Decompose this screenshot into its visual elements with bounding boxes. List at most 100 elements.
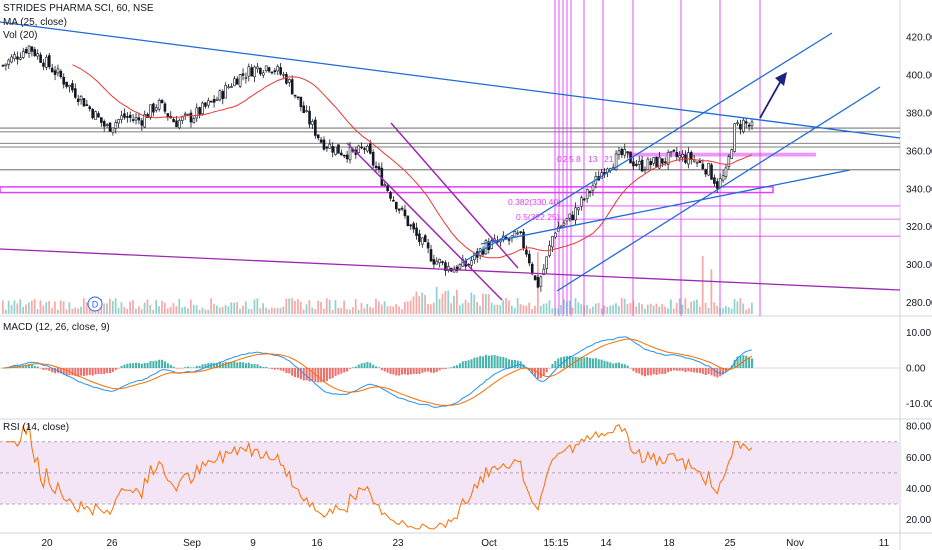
- macd-histogram-bar: [195, 365, 198, 368]
- candle-body: [727, 156, 731, 167]
- volume-bar: [644, 308, 646, 314]
- macd-histogram-bar: [632, 368, 635, 372]
- macd-histogram-bar: [476, 357, 479, 368]
- volume-legend[interactable]: Vol (20): [3, 30, 38, 41]
- volume-bar: [713, 302, 716, 314]
- volume-bar: [68, 302, 71, 314]
- candle-body: [224, 85, 227, 99]
- candle-body: [27, 45, 31, 54]
- candle-body: [163, 103, 167, 112]
- macd-histogram-bar: [25, 365, 28, 368]
- volume-bar: [242, 305, 244, 314]
- volume-bar: [586, 304, 588, 314]
- candle-body: [377, 166, 381, 170]
- volume-bar: [707, 307, 710, 314]
- volume-bar: [623, 298, 626, 314]
- macd-histogram-bar: [39, 368, 42, 369]
- volume-bar: [545, 303, 548, 314]
- macd-histogram-bar: [62, 368, 65, 375]
- candle-body: [308, 110, 311, 125]
- volume-bar: [661, 304, 664, 314]
- volume-bar: [722, 308, 724, 314]
- macd-histogram-bar: [617, 362, 620, 368]
- candle-body: [59, 70, 63, 78]
- volume-bar: [675, 302, 678, 314]
- macd-legend[interactable]: MACD (12, 26, close, 9): [3, 322, 110, 333]
- macd-histogram-bar: [265, 367, 268, 368]
- candle-body: [400, 207, 404, 210]
- volume-bar: [253, 299, 256, 314]
- macd-histogram-bar: [317, 368, 320, 383]
- candle-body: [582, 198, 586, 201]
- volume-bar: [363, 308, 366, 314]
- macd-histogram-bar: [727, 368, 730, 369]
- candle-body: [293, 94, 297, 97]
- volume-bar: [412, 296, 415, 314]
- volume-bar: [250, 309, 253, 314]
- macd-histogram-bar: [609, 362, 612, 368]
- macd-histogram-bar: [693, 368, 696, 373]
- macd-histogram-bar: [323, 368, 326, 383]
- price-tick-label: 380.00: [906, 108, 932, 119]
- candle-body: [157, 100, 161, 110]
- candle-body: [689, 152, 693, 160]
- volume-bar: [617, 306, 620, 314]
- candle-body: [614, 153, 618, 170]
- candle-body: [715, 181, 719, 189]
- macd-histogram-bar: [106, 368, 109, 374]
- volume-bar: [366, 304, 369, 314]
- time-tick-label: 23: [392, 538, 404, 549]
- candle-body: [577, 207, 580, 211]
- macd-histogram-bar: [424, 368, 427, 372]
- candle-body: [713, 177, 716, 184]
- candle-body: [30, 46, 34, 52]
- volume-bar: [82, 298, 85, 314]
- volume-bar: [42, 305, 45, 314]
- symbol-title[interactable]: STRIDES PHARMA SCI, 60, NSE: [3, 3, 154, 14]
- volume-bar: [30, 300, 33, 314]
- price-tick-label: 320.00: [906, 222, 932, 233]
- candle-body: [701, 163, 705, 170]
- candle-body: [626, 151, 629, 154]
- candle-body: [591, 185, 595, 191]
- cycle-label: 2: [563, 154, 568, 164]
- volume-bar: [696, 299, 698, 314]
- candle-body: [585, 189, 589, 199]
- volume-bar: [456, 289, 458, 314]
- macd-histogram-bar: [65, 368, 68, 376]
- moving-average: [72, 64, 753, 259]
- macd-histogram-bar: [707, 368, 710, 374]
- macd-pane: [0, 336, 900, 408]
- volume-bar: [172, 303, 175, 314]
- macd-histogram-bar: [745, 355, 748, 368]
- volume-bar: [311, 307, 314, 314]
- volume-bar: [354, 299, 357, 314]
- candle-body: [267, 67, 271, 72]
- macd-histogram-bar: [325, 368, 328, 382]
- volume-bar: [80, 306, 82, 314]
- macd-histogram-bar: [551, 363, 554, 368]
- macd-histogram-bar: [696, 368, 699, 373]
- macd-histogram-bar: [444, 368, 447, 370]
- cycle-label: 8: [576, 154, 581, 164]
- volume-bar: [109, 298, 111, 314]
- macd-histogram-bar: [591, 358, 594, 368]
- volume-bar: [641, 304, 643, 314]
- candle-body: [348, 147, 352, 161]
- candle-body: [111, 127, 115, 133]
- rsi-band: [0, 441, 900, 505]
- macd-histogram-bar: [308, 368, 311, 382]
- macd-histogram-bar: [59, 368, 62, 374]
- macd-histogram-bar: [169, 364, 172, 368]
- candle-body: [455, 266, 459, 271]
- macd-histogram-bar: [117, 368, 120, 369]
- candle-body: [244, 77, 248, 79]
- candle-body: [704, 169, 708, 175]
- volume-bar: [742, 303, 745, 314]
- volume-bar: [421, 292, 424, 314]
- ma-legend[interactable]: MA (25, close): [3, 17, 67, 28]
- rsi-legend[interactable]: RSI (14, close): [3, 422, 70, 433]
- candle-body: [565, 218, 569, 222]
- volume-bar: [719, 308, 721, 314]
